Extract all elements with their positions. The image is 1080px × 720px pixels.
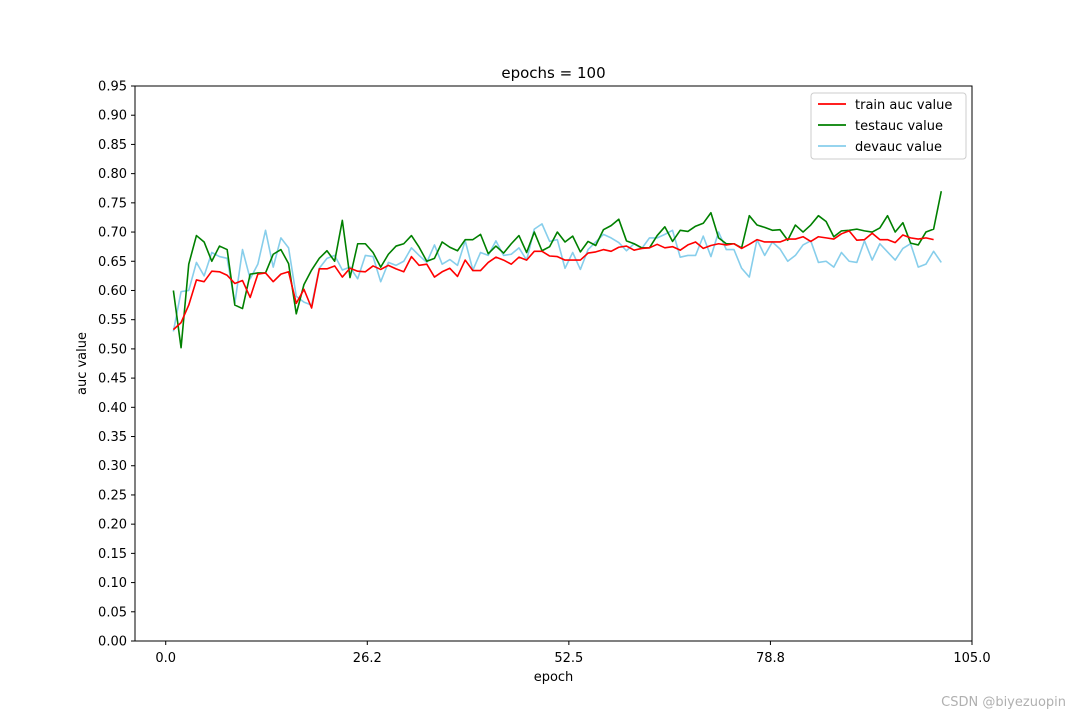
y-tick-label: 0.55 <box>98 313 127 328</box>
y-tick-label: 0.70 <box>98 226 127 241</box>
legend-box <box>810 92 967 160</box>
y-axis: 0.00 0.05 0.10 0.15 0.20 0.25 0.30 0.35 0.40 0.45… <box>98 80 135 650</box>
x-tick-label: 105.0 <box>953 651 990 666</box>
legend: train auc value testauc value devauc value <box>810 92 967 160</box>
y-tick-label: 0.00 <box>98 635 127 650</box>
y-tick-label: 0.60 <box>98 284 127 299</box>
y-tick-label: 0.65 <box>98 255 127 270</box>
x-tick-label: 0.0 <box>155 651 176 666</box>
legend-entry-0: train auc value <box>855 98 952 113</box>
watermark: CSDN @biyezuopin <box>941 695 1066 710</box>
legend-entry-2: devauc value <box>855 140 942 155</box>
y-tick-label: 0.20 <box>98 518 127 533</box>
y-tick-label: 0.10 <box>98 576 127 591</box>
x-axis-label: epoch <box>534 670 574 685</box>
y-tick-label: 0.80 <box>98 167 127 182</box>
series-line-1 <box>172 191 943 349</box>
y-tick-label: 0.85 <box>98 138 127 153</box>
y-tick-label: 0.50 <box>98 342 127 357</box>
y-tick-label: 0.30 <box>98 459 127 474</box>
y-tick-label: 0.05 <box>98 605 127 620</box>
y-tick-label: 0.35 <box>98 430 127 445</box>
series-line-2 <box>172 223 942 332</box>
x-axis: 0.0 26.2 52.5 78.8 105.0 <box>155 641 991 666</box>
y-tick-label: 0.40 <box>98 401 127 416</box>
y-tick-label: 0.75 <box>98 196 127 211</box>
y-axis-label: auc value <box>75 332 90 395</box>
plot-frame <box>134 85 973 642</box>
y-tick-label: 0.95 <box>98 80 127 95</box>
x-tick-label: 78.8 <box>756 651 785 666</box>
y-tick-label: 0.90 <box>98 109 127 124</box>
x-tick-label: 52.5 <box>554 651 583 666</box>
series-line-0 <box>172 230 934 331</box>
x-tick-label: 26.2 <box>353 651 382 666</box>
y-tick-label: 0.15 <box>98 547 127 562</box>
chart-title: epochs = 100 <box>501 64 605 82</box>
series-lines <box>172 191 943 349</box>
y-tick-label: 0.25 <box>98 488 127 503</box>
y-tick-label: 0.45 <box>98 372 127 387</box>
legend-entry-1: testauc value <box>855 119 943 134</box>
